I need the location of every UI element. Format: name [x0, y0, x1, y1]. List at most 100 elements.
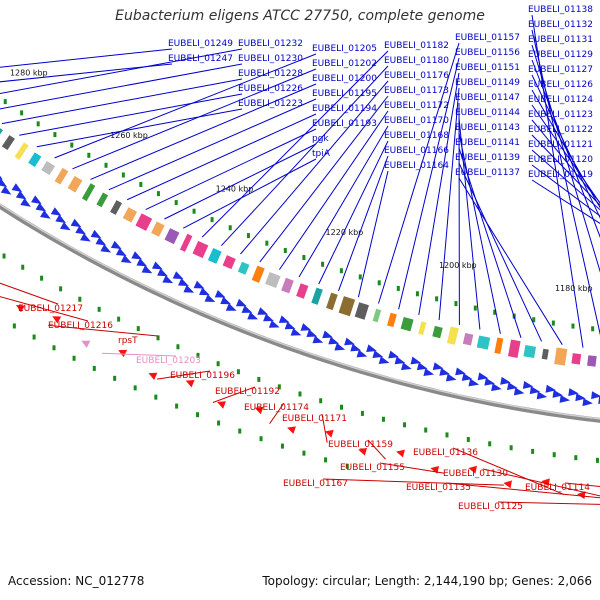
reverse-gene-arrow [118, 349, 128, 358]
forward-gene-arrow [432, 362, 444, 371]
label-leader [0, 282, 59, 305]
label-leader [531, 164, 600, 217]
forward-gene-label: tpiA [312, 149, 331, 159]
feature-block [237, 261, 250, 275]
label-leader [102, 352, 177, 357]
feature-block [523, 345, 537, 359]
tick-dot [228, 225, 232, 231]
label-leader [378, 42, 460, 304]
label-leader [398, 57, 460, 310]
label-leader [458, 162, 543, 342]
forward-gene-arrow [591, 391, 600, 400]
feature-block [400, 316, 414, 332]
label-leader [48, 324, 159, 337]
label-leader [458, 132, 501, 334]
label-leader [445, 482, 600, 499]
tick-dot [283, 247, 287, 253]
forward-gene-label: EUBELI_01149 [455, 78, 520, 88]
backbone-arc [0, 203, 600, 423]
reverse-gene-label: EUBELI_01136 [413, 448, 478, 458]
tick-dot [117, 316, 121, 322]
forward-gene-label: EUBELI_01157 [455, 33, 520, 43]
forward-gene-arrow [204, 294, 216, 302]
forward-gene-label: EUBELI_01173 [384, 86, 449, 96]
label-leader [458, 147, 522, 338]
feature-block [281, 277, 294, 294]
feature-block [587, 355, 597, 367]
tick-dot [3, 99, 7, 105]
forward-gene-label: EUBELI_01247 [168, 54, 233, 64]
label-leader [0, 296, 89, 322]
forward-gene-arrow [328, 336, 340, 345]
forward-gene-arrow [582, 398, 593, 407]
forward-gene-arrow [199, 287, 210, 296]
tick-dot [210, 217, 214, 223]
reverse-gene-label: EUBELI_01192 [215, 387, 280, 397]
forward-gene-arrow [290, 328, 302, 336]
forward-gene-label: EUBELI_01232 [238, 39, 303, 49]
tick-dot [196, 352, 200, 358]
forward-gene-arrow [477, 372, 489, 381]
label-leader [438, 87, 460, 321]
forward-gene-arrow [162, 275, 174, 284]
reverse-gene-label: EUBELI_01155 [340, 463, 405, 473]
forward-gene-arrow [241, 305, 253, 313]
tick-dot [493, 309, 497, 315]
label-leader [36, 108, 243, 148]
forward-gene-arrow [157, 268, 168, 277]
map-title: Eubacterium eligens ATCC 27750, complete… [115, 8, 485, 24]
tick-dot [298, 391, 302, 397]
forward-gene-arrow [151, 261, 163, 270]
label-leader [220, 65, 389, 247]
gene-labels: EUBELI_01249 EUBELI_01247 EUBELI_01232 EUBE… [18, 5, 593, 512]
feature-block [432, 325, 443, 339]
tick-dot [72, 355, 76, 361]
tick-dot [136, 326, 140, 332]
label-leader [338, 155, 389, 292]
forward-gene-label: EUBELI_01168 [384, 131, 449, 141]
forward-gene-arrow [350, 343, 362, 352]
forward-gene-label: EUBELI_01180 [384, 56, 449, 66]
tick-dot [595, 457, 599, 463]
label-leader [90, 83, 317, 180]
tick-dot [12, 323, 16, 329]
forward-gene-arrow [536, 391, 548, 400]
forward-gene-arrow [344, 337, 355, 346]
forward-gene-label: EUBELI_01129 [528, 50, 593, 60]
reverse-gene-arrow [254, 406, 264, 415]
tick-dot [415, 291, 419, 297]
tick-dot [156, 191, 160, 197]
label-leader [0, 63, 243, 110]
tick-dot [92, 365, 96, 371]
tick-dot [345, 463, 349, 469]
forward-gene-arrow [552, 389, 563, 398]
forward-gene-arrow [131, 251, 143, 260]
tick-dot [216, 361, 220, 367]
label-leader [240, 80, 389, 255]
forward-gene-arrow [0, 170, 3, 180]
forward-gene-arrow [484, 377, 495, 386]
forward-gene-arrow [235, 298, 247, 307]
tick-dot [87, 152, 91, 158]
forward-gene-label: EUBELI_01137 [455, 168, 520, 178]
tick-dot [377, 280, 381, 286]
label-leaders [0, 14, 600, 505]
feature-block [222, 255, 236, 270]
tick-dot [435, 296, 439, 302]
feature-block [14, 142, 29, 160]
forward-gene-label: pgk [312, 134, 329, 144]
feature-block [462, 332, 474, 346]
reverse-gene-label: EUBELI_01216 [48, 321, 113, 331]
tick-dot [551, 320, 555, 326]
label-leader [452, 447, 564, 495]
feature-block [265, 271, 281, 288]
forward-gene-arrow [545, 384, 557, 393]
forward-gene-label: EUBELI_01195 [312, 89, 377, 99]
tick-dot [324, 457, 328, 463]
forward-gene-label: EUBELI_01126 [528, 80, 593, 90]
tick-dot [21, 264, 25, 270]
tick-dot [509, 445, 513, 451]
feature-block [135, 213, 153, 231]
forward-gene-arrow [75, 225, 87, 235]
forward-gene-arrow [312, 335, 324, 344]
